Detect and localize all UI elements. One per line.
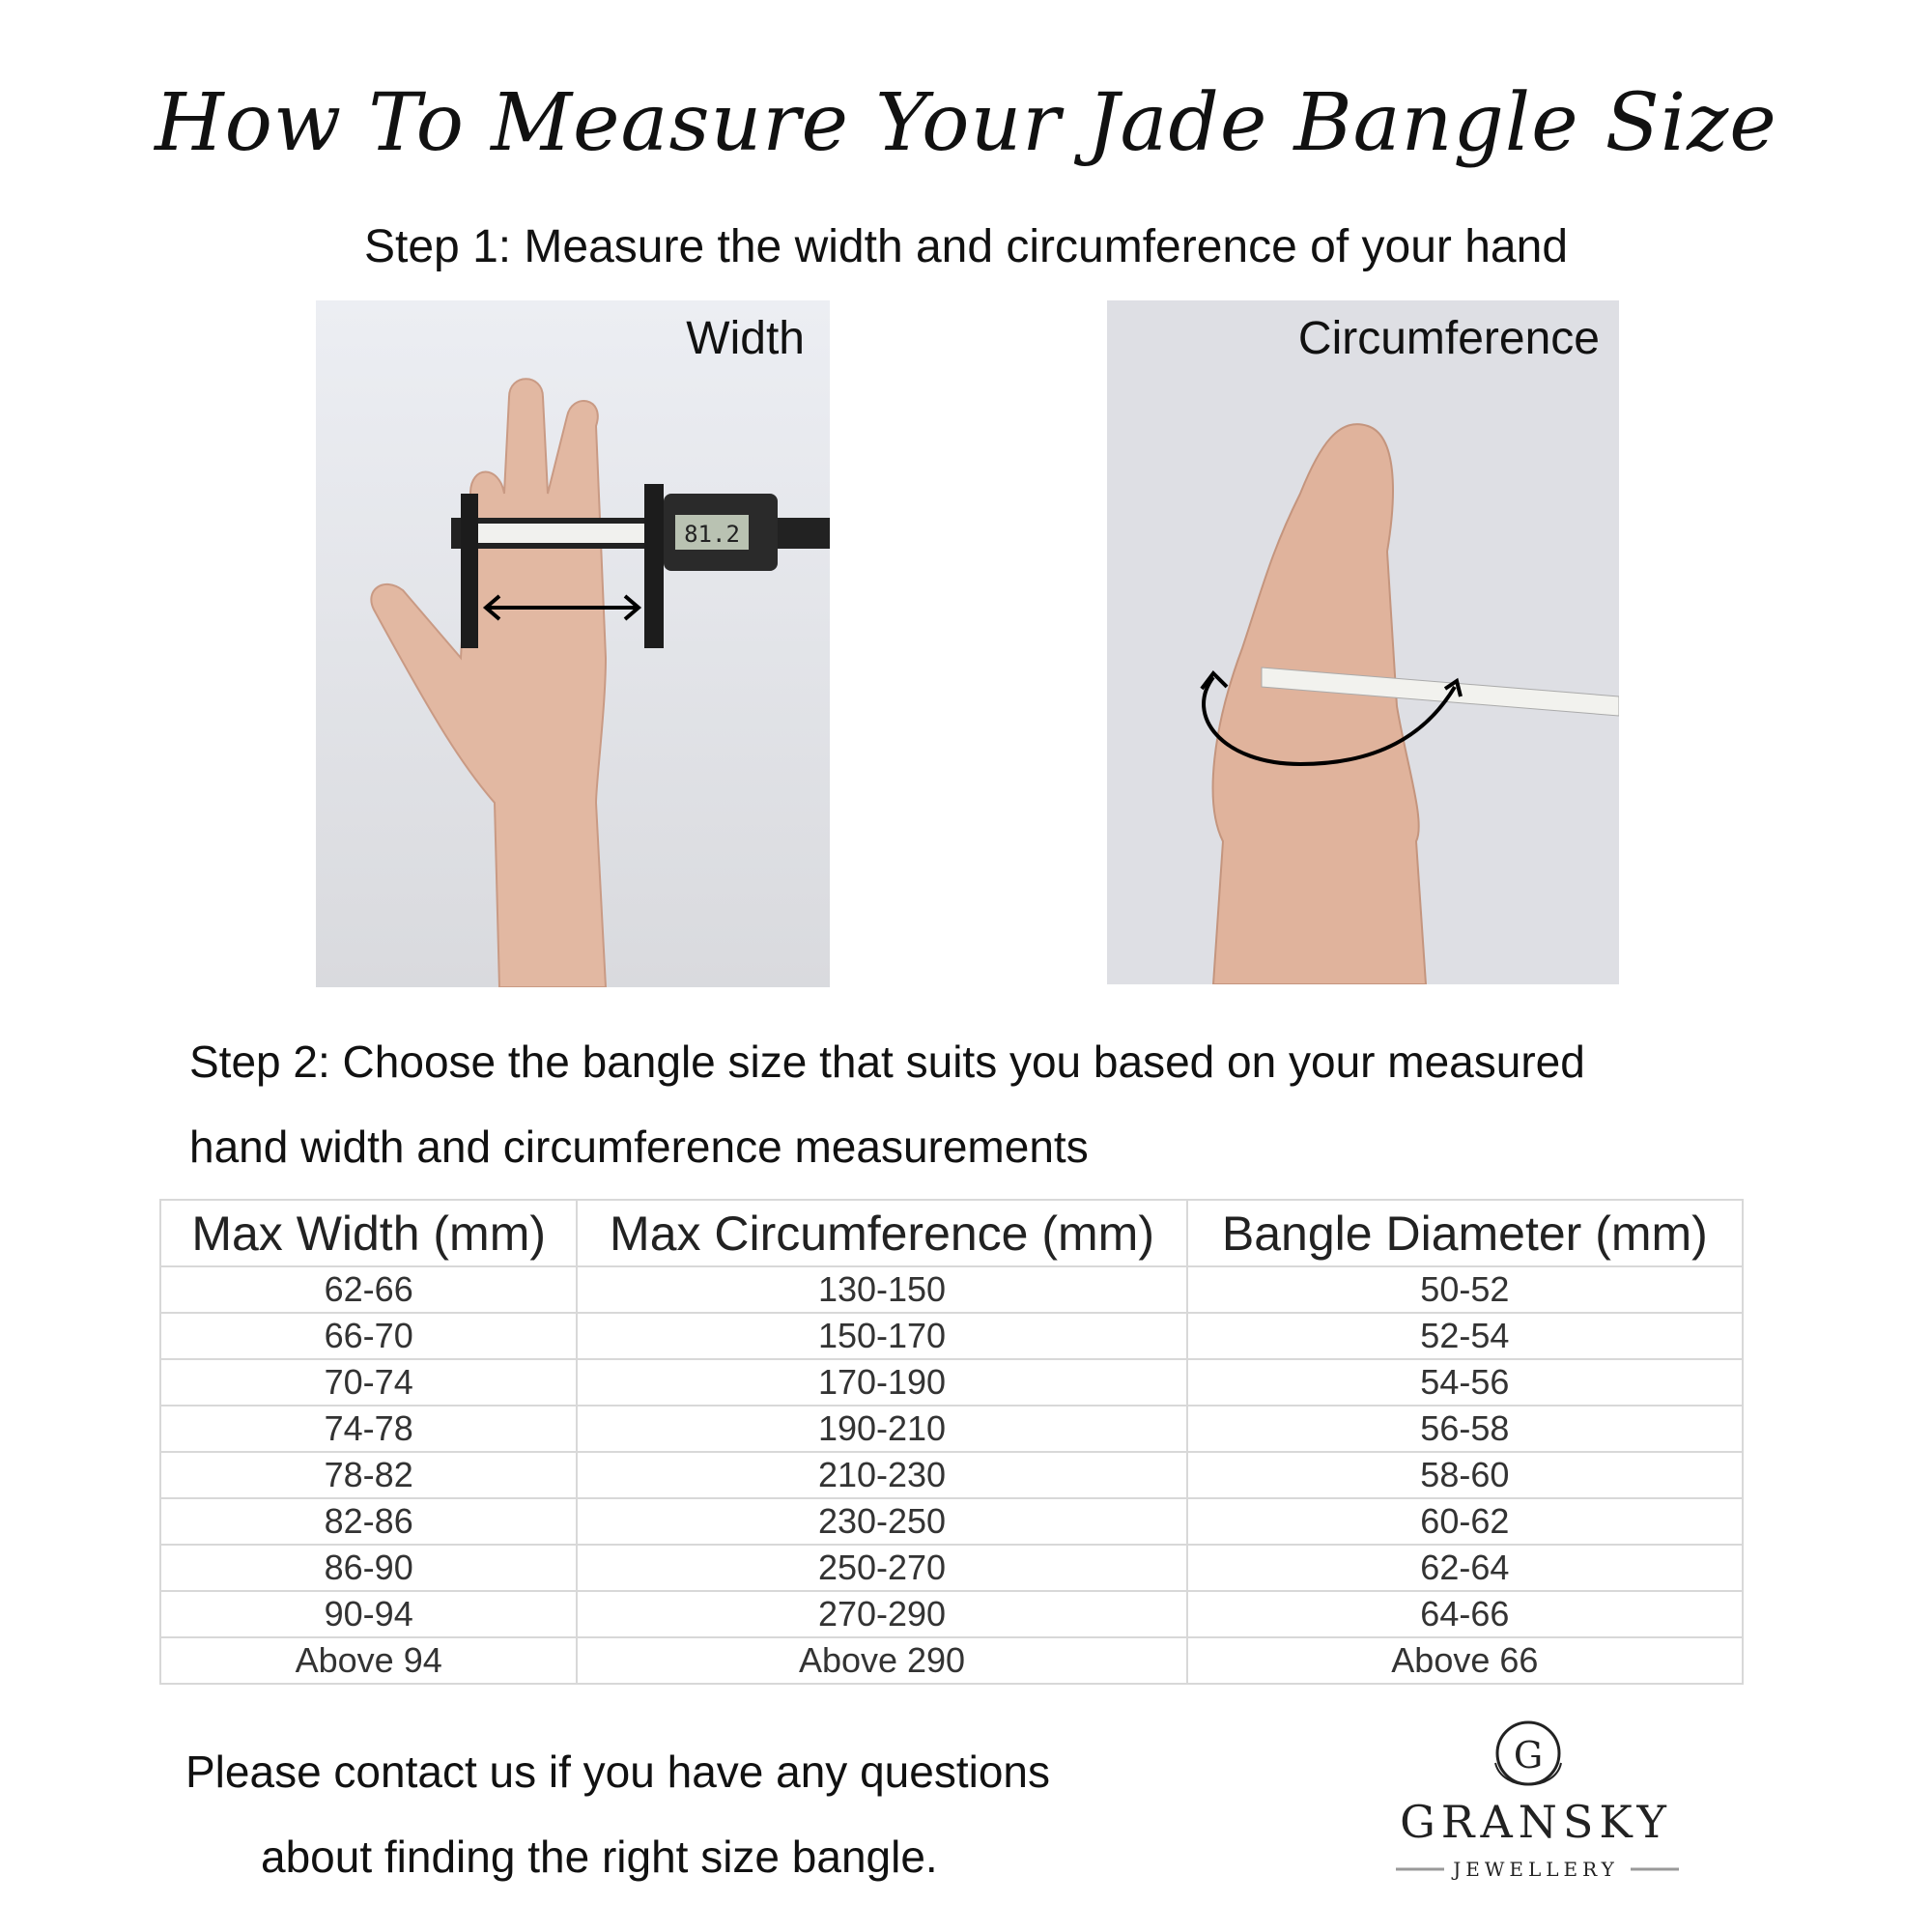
gransky-logo: G GRANSKY JEWELLERY — [1372, 1710, 1700, 1903]
bangle-diameter-cell: 64-66 — [1185, 1590, 1745, 1638]
svg-text:G: G — [1514, 1734, 1543, 1776]
header-max-width: Max Width (mm) — [158, 1199, 579, 1267]
max-width-cell: 66-70 — [158, 1312, 579, 1360]
width-label: Width — [686, 313, 805, 364]
table-row: 70-74 170-190 54-56 — [158, 1358, 1745, 1406]
bangle-diameter-cell: Above 66 — [1185, 1636, 1745, 1685]
bangle-diameter-cell: 54-56 — [1185, 1358, 1745, 1406]
size-chart-table: Max Width (mm) Max Circumference (mm) Ba… — [158, 1199, 1745, 1685]
max-circumference-cell: 130-150 — [576, 1265, 1188, 1314]
max-circumference-cell: 210-230 — [576, 1451, 1188, 1499]
max-width-cell: 74-78 — [158, 1405, 579, 1453]
width-measurement-photo: 81.2 Width — [316, 300, 830, 987]
max-width-cell: 90-94 — [158, 1590, 579, 1638]
bangle-diameter-cell: 50-52 — [1185, 1265, 1745, 1314]
table-row: 86-90 250-270 62-64 — [158, 1544, 1745, 1592]
circumference-label: Circumference — [1297, 313, 1600, 364]
max-circumference-cell: 250-270 — [576, 1544, 1188, 1592]
caliper-reading: 81.2 — [684, 521, 740, 548]
hand-with-tape-illustration — [1107, 300, 1619, 984]
header-max-circumference: Max Circumference (mm) — [576, 1199, 1188, 1267]
bangle-diameter-cell: 56-58 — [1185, 1405, 1745, 1453]
max-width-cell: 78-82 — [158, 1451, 579, 1499]
contact-note: Please contact us if you have any questi… — [185, 1729, 1296, 1899]
header-bangle-diameter: Bangle Diameter (mm) — [1185, 1199, 1745, 1267]
hand-with-caliper-illustration: 81.2 — [316, 300, 830, 987]
table-row: 82-86 230-250 60-62 — [158, 1497, 1745, 1546]
table-row: 66-70 150-170 52-54 — [158, 1312, 1745, 1360]
step-2-heading: Step 2: Choose the bangle size that suit… — [189, 1019, 1909, 1189]
max-circumference-cell: 170-190 — [576, 1358, 1188, 1406]
max-circumference-cell: 190-210 — [576, 1405, 1188, 1453]
max-circumference-cell: 230-250 — [576, 1497, 1188, 1546]
table-row: 62-66 130-150 50-52 — [158, 1265, 1745, 1314]
bangle-diameter-cell: 60-62 — [1185, 1497, 1745, 1546]
svg-text:JEWELLERY: JEWELLERY — [1451, 1858, 1619, 1881]
table-header-row: Max Width (mm) Max Circumference (mm) Ba… — [158, 1199, 1745, 1267]
max-width-cell: 82-86 — [158, 1497, 579, 1546]
svg-text:GRANSKY: GRANSKY — [1400, 1796, 1672, 1848]
page-title: How To Measure Your Jade Bangle Size — [155, 77, 1777, 169]
max-circumference-cell: 270-290 — [576, 1590, 1188, 1638]
max-width-cell: 62-66 — [158, 1265, 579, 1314]
table-row: 90-94 270-290 64-66 — [158, 1590, 1745, 1638]
table-row: 74-78 190-210 56-58 — [158, 1405, 1745, 1453]
table-row: Above 94 Above 290 Above 66 — [158, 1636, 1745, 1685]
step-2-line-2: hand width and circumference measurement… — [189, 1122, 1089, 1172]
circumference-measurement-photo: Circumference — [1107, 300, 1619, 984]
logo-emblem: G GRANSKY JEWELLERY — [1396, 1720, 1679, 1881]
bangle-diameter-cell: 52-54 — [1185, 1312, 1745, 1360]
contact-line-2: about finding the right size bangle. — [261, 1832, 938, 1882]
step-1-heading: Step 1: Measure the width and circumfere… — [363, 221, 1569, 272]
max-width-cell: 70-74 — [158, 1358, 579, 1406]
bangle-diameter-cell: 58-60 — [1185, 1451, 1745, 1499]
table-row: 78-82 210-230 58-60 — [158, 1451, 1745, 1499]
max-width-cell: Above 94 — [158, 1636, 579, 1685]
max-width-cell: 86-90 — [158, 1544, 579, 1592]
max-circumference-cell: 150-170 — [576, 1312, 1188, 1360]
contact-line-1: Please contact us if you have any questi… — [185, 1747, 1051, 1797]
max-circumference-cell: Above 290 — [576, 1636, 1188, 1685]
step-2-line-1: Step 2: Choose the bangle size that suit… — [189, 1037, 1585, 1087]
bangle-diameter-cell: 62-64 — [1185, 1544, 1745, 1592]
